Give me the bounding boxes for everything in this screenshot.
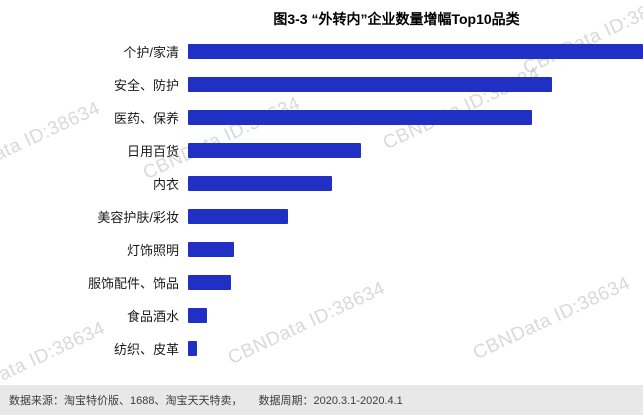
bar-track xyxy=(188,176,643,191)
category-label: 内衣 xyxy=(152,177,179,192)
chart-row: 食品酒水 xyxy=(0,299,643,332)
category-label: 灯饰照明 xyxy=(126,243,179,258)
data-period-text: 数据周期：2020.3.1-2020.4.1 xyxy=(258,395,403,407)
bar xyxy=(188,242,235,257)
category-label: 个护/家清 xyxy=(123,45,179,60)
chart-row: 美容护肤/彩妆 xyxy=(0,200,643,233)
bar xyxy=(188,176,333,191)
chart-row: 医药、保养 xyxy=(0,101,643,134)
bar-track xyxy=(188,308,643,323)
chart-row: 内衣 xyxy=(0,167,643,200)
chart-row: 安全、防护 xyxy=(0,68,643,101)
chart-row: 服饰配件、饰品 xyxy=(0,266,643,299)
bar-track xyxy=(188,209,643,224)
bar-track xyxy=(188,143,643,158)
category-label: 美容护肤/彩妆 xyxy=(97,210,179,225)
bar-track xyxy=(188,242,643,257)
bar xyxy=(188,209,289,224)
category-label: 安全、防护 xyxy=(113,78,179,93)
category-label: 食品酒水 xyxy=(126,309,179,324)
bar-chart: 个护/家清安全、防护医药、保养日用百货内衣美容护肤/彩妆灯饰照明服饰配件、饰品食… xyxy=(0,35,643,365)
bar xyxy=(188,110,532,125)
bar-track xyxy=(188,275,643,290)
category-label: 纺织、皮革 xyxy=(113,342,179,357)
bar-track xyxy=(188,77,643,92)
bar xyxy=(188,308,207,323)
chart-row: 纺织、皮革 xyxy=(0,332,643,365)
category-label: 医药、保养 xyxy=(113,111,179,126)
data-source-text: 数据来源：淘宝特价版、1688、淘宝天天特卖， xyxy=(9,395,243,407)
bar xyxy=(188,44,643,59)
bar-track xyxy=(188,341,643,356)
bar xyxy=(188,341,198,356)
category-label: 服饰配件、饰品 xyxy=(87,276,179,291)
bar-track xyxy=(188,110,643,125)
chart-title: 图3-3 “外转内”企业数量增幅Top10品类 xyxy=(273,11,520,27)
chart-row: 日用百货 xyxy=(0,134,643,167)
chart-row: 灯饰照明 xyxy=(0,233,643,266)
bar-track xyxy=(188,44,643,59)
bar xyxy=(188,77,552,92)
footer: 数据来源：淘宝特价版、1688、淘宝天天特卖， 数据周期：2020.3.1-20… xyxy=(0,385,643,415)
bar xyxy=(188,275,232,290)
bar xyxy=(188,143,361,158)
category-label: 日用百货 xyxy=(126,144,179,159)
chart-row: 个护/家清 xyxy=(0,35,643,68)
